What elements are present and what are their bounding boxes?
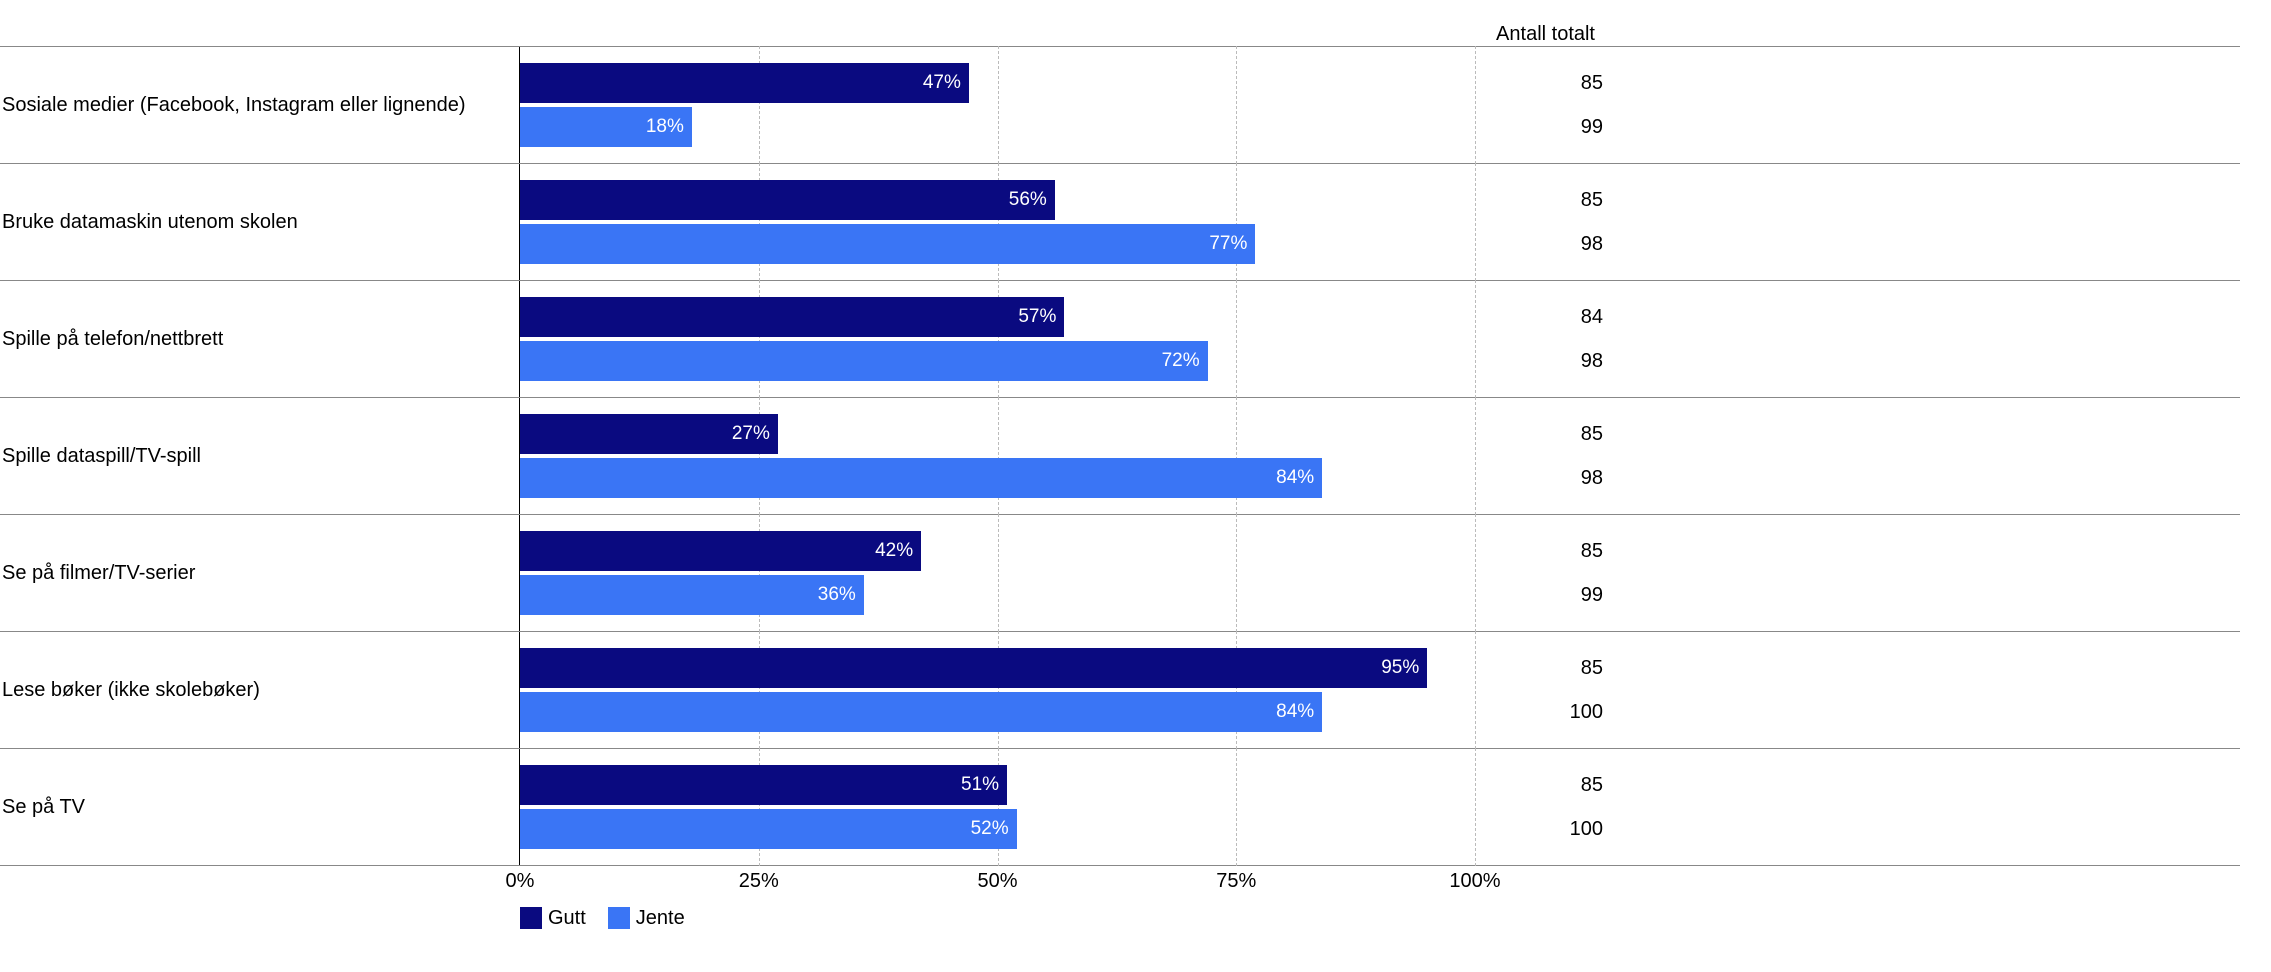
plot-cell: 56% 77%	[520, 164, 1475, 280]
total-gutt: 85	[1487, 414, 1607, 454]
total-gutt: 85	[1487, 180, 1607, 220]
x-tick-label: 0%	[506, 870, 535, 893]
bar-value-label: 52%	[971, 818, 1009, 840]
chart-row: Spille på telefon/nettbrett 57% 72% 8498	[0, 280, 2240, 397]
category-label: Se på TV	[0, 749, 520, 865]
gridline	[1236, 514, 1237, 632]
legend-swatch	[608, 907, 630, 929]
bar-value-label: 84%	[1276, 701, 1314, 723]
total-gutt: 85	[1487, 765, 1607, 805]
total-jente: 98	[1487, 224, 1607, 264]
gridline	[998, 46, 999, 164]
bar-jente: 84%	[520, 692, 1322, 732]
totals-cell: 85100	[1487, 749, 1607, 865]
gridline	[1475, 280, 1476, 398]
bar-value-label: 57%	[1018, 306, 1056, 328]
bar-gutt: 56%	[520, 180, 1055, 220]
legend: Gutt Jente	[0, 900, 2240, 936]
legend-swatch	[520, 907, 542, 929]
totals-cell: 8599	[1487, 515, 1607, 631]
legend-item-jente: Jente	[608, 907, 685, 930]
gridline	[1475, 514, 1476, 632]
x-tick-label: 50%	[977, 870, 1017, 893]
chart-row: Lese bøker (ikke skolebøker) 95% 84% 85100	[0, 631, 2240, 748]
bar-gutt: 95%	[520, 648, 1427, 688]
bar-value-label: 51%	[961, 774, 999, 796]
totals-cell: 8498	[1487, 281, 1607, 397]
chart-row: Bruke datamaskin utenom skolen 56% 77% 8598	[0, 163, 2240, 280]
bar-value-label: 72%	[1162, 350, 1200, 372]
x-tick-label: 100%	[1449, 870, 1500, 893]
total-jente: 100	[1487, 809, 1607, 849]
totals-cell: 8598	[1487, 164, 1607, 280]
bar-gutt: 51%	[520, 765, 1007, 805]
category-label: Sosiale medier (Facebook, Instagram elle…	[0, 47, 520, 163]
total-gutt: 85	[1487, 648, 1607, 688]
total-jente: 99	[1487, 107, 1607, 147]
total-jente: 98	[1487, 458, 1607, 498]
bar-value-label: 77%	[1209, 233, 1247, 255]
bar-jente: 84%	[520, 458, 1322, 498]
bar-jente: 18%	[520, 107, 692, 147]
plot-cell: 57% 72%	[520, 281, 1475, 397]
bar-jente: 52%	[520, 809, 1017, 849]
total-gutt: 85	[1487, 63, 1607, 103]
bar-jente: 72%	[520, 341, 1208, 381]
bar-gutt: 57%	[520, 297, 1064, 337]
plot-cell: 27% 84%	[520, 398, 1475, 514]
bar-jente: 36%	[520, 575, 864, 615]
total-jente: 100	[1487, 692, 1607, 732]
bar-value-label: 47%	[923, 72, 961, 94]
legend-item-gutt: Gutt	[520, 907, 586, 930]
gridline	[1236, 280, 1237, 398]
x-tick-label: 25%	[739, 870, 779, 893]
bar-value-label: 84%	[1276, 467, 1314, 489]
category-label: Lese bøker (ikke skolebøker)	[0, 632, 520, 748]
gridline	[1475, 46, 1476, 164]
bar-jente: 77%	[520, 224, 1255, 264]
total-gutt: 85	[1487, 531, 1607, 571]
totals-header: Antall totalt	[1475, 23, 1599, 46]
bar-gutt: 42%	[520, 531, 921, 571]
bar-value-label: 18%	[646, 116, 684, 138]
category-label: Se på filmer/TV-serier	[0, 515, 520, 631]
plot-cell: 95% 84%	[520, 632, 1475, 748]
gridline	[1475, 748, 1476, 866]
gridline	[1236, 46, 1237, 164]
chart-row: Se på filmer/TV-serier 42% 36% 8599	[0, 514, 2240, 631]
grouped-bar-chart: Antall totalt Sosiale medier (Facebook, …	[0, 10, 2240, 936]
chart-row: Se på TV 51% 52% 85100	[0, 748, 2240, 866]
chart-row: Sosiale medier (Facebook, Instagram elle…	[0, 46, 2240, 163]
totals-header-row: Antall totalt	[0, 10, 2240, 46]
gridline	[1236, 748, 1237, 866]
bar-value-label: 95%	[1381, 657, 1419, 679]
total-jente: 99	[1487, 575, 1607, 615]
legend-label: Jente	[636, 907, 685, 930]
total-gutt: 84	[1487, 297, 1607, 337]
bar-gutt: 27%	[520, 414, 778, 454]
x-tick-label: 75%	[1216, 870, 1256, 893]
gridline	[1475, 631, 1476, 749]
category-label: Spille på telefon/nettbrett	[0, 281, 520, 397]
category-label: Spille dataspill/TV-spill	[0, 398, 520, 514]
gridline	[1475, 397, 1476, 515]
bar-value-label: 56%	[1009, 189, 1047, 211]
gridline	[1475, 163, 1476, 281]
bar-value-label: 36%	[818, 584, 856, 606]
chart-row: Spille dataspill/TV-spill 27% 84% 8598	[0, 397, 2240, 514]
x-axis: 0% 25% 50% 75% 100%	[0, 866, 2240, 900]
totals-cell: 8599	[1487, 47, 1607, 163]
totals-cell: 8598	[1487, 398, 1607, 514]
totals-cell: 85100	[1487, 632, 1607, 748]
legend-label: Gutt	[548, 907, 586, 930]
bar-value-label: 42%	[875, 540, 913, 562]
bar-value-label: 27%	[732, 423, 770, 445]
gridline	[998, 514, 999, 632]
plot-cell: 42% 36%	[520, 515, 1475, 631]
plot-cell: 47% 18%	[520, 47, 1475, 163]
total-jente: 98	[1487, 341, 1607, 381]
category-label: Bruke datamaskin utenom skolen	[0, 164, 520, 280]
bar-gutt: 47%	[520, 63, 969, 103]
plot-cell: 51% 52%	[520, 749, 1475, 865]
